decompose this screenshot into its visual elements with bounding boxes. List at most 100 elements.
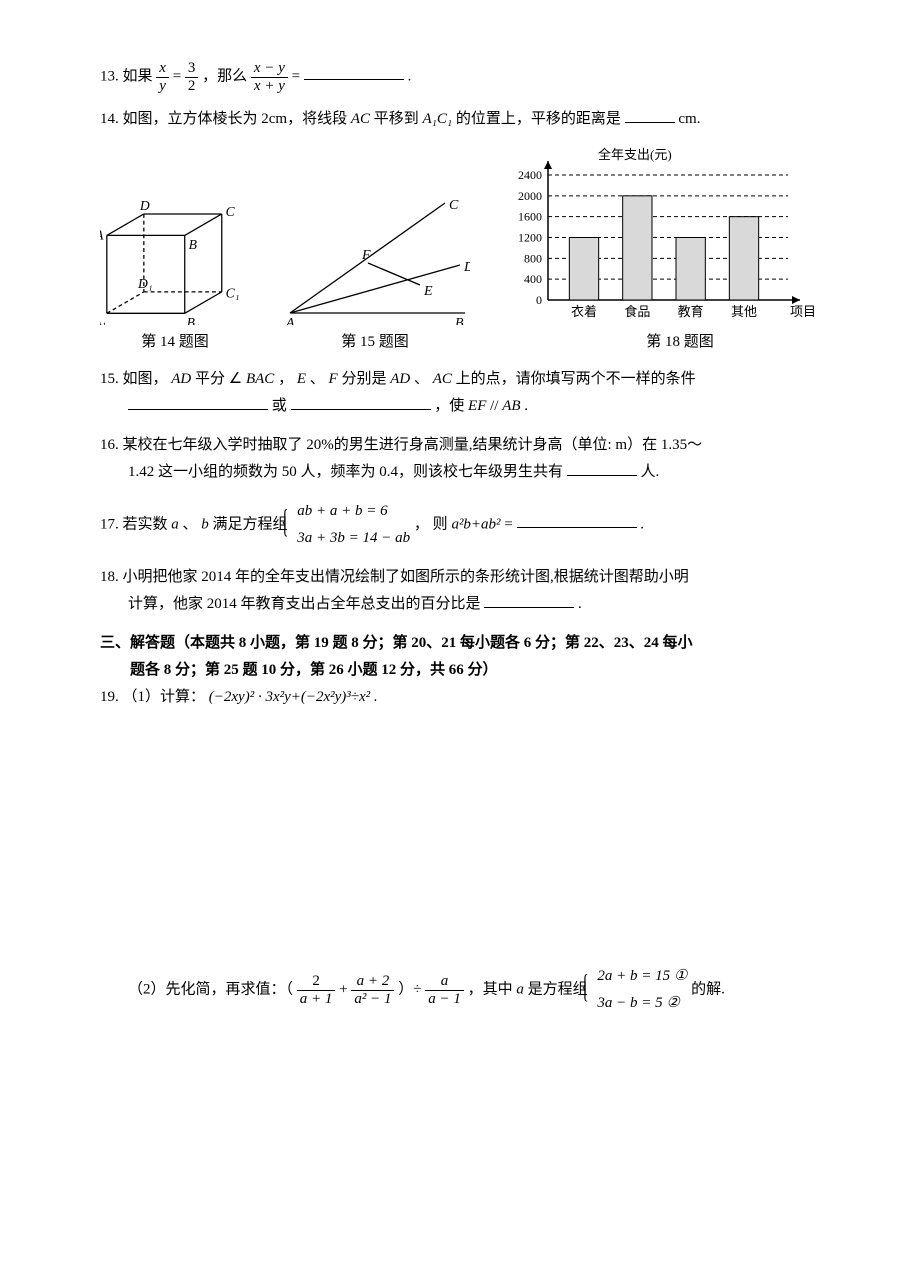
svg-text:A: A [100,227,104,242]
q17-t2: 满足方程组 [213,516,292,532]
q19-f3: a a − 1 [425,973,464,1007]
q19-system: 2a + b = 15 ① 3a − b = 5 ② [591,963,687,1017]
q16-t1: 某校在七年级入学时抽取了 20%的男生进行身高测量,结果统计身高（单位: m）在… [123,437,703,453]
q18-t1: 小明把他家 2014 年的全年支出情况绘制了如图所示的条形统计图,根据统计图帮助… [123,569,689,585]
svg-text:B₁: B₁ [187,315,200,325]
q16-num: 16. [100,437,123,453]
section3-head: 三、解答题（本题共 8 小题，第 19 题 8 分；第 20、21 每小题各 6… [100,630,840,684]
svg-text:400: 400 [524,272,542,286]
cube-figure: ABCDA₁B₁C₁D₁ [100,175,250,325]
svg-text:A₁: A₁ [100,313,106,325]
q15-t6: 、 [414,371,429,387]
svg-text:衣着: 衣着 [571,304,597,319]
q18-line2: 计算，他家 2014 年教育支出占全年总支出的百分比是 . [100,591,840,618]
q19-f1: 2 a + 1 [297,973,336,1007]
question-14: 14. 如图，立方体棱长为 2cm，将线段 AC 平移到 A₁C₁ 的位置上，平… [100,106,840,133]
q14-t2: 平移到 [374,111,423,127]
q15-par: // [490,398,502,414]
q13-frac2: 3 2 [185,60,199,94]
question-15: 15. 如图， AD 平分 ∠ BAC ， E 、 F 分别是 AD 、 AC … [100,366,840,420]
q17-t3: ， 则 [414,516,452,532]
q15-t4: 、 [310,371,325,387]
svg-text:1200: 1200 [518,231,542,245]
q15-blank2 [291,394,431,410]
section3-line2: 题各 8 分；第 25 题 10 分，第 26 小题 12 分，共 66 分） [100,662,498,678]
q15-blank1 [128,394,268,410]
q18-num: 18. [100,569,123,585]
q16-t2: 1.42 这一小组的频数为 50 人，频率为 0.4，则该校七年级男生共有 [128,464,563,480]
q13-blank [304,64,404,80]
q18-t2: 计算，他家 2014 年教育支出占全年总支出的百分比是 [128,596,481,612]
q19-plus: + [339,981,351,997]
figure-caption-row: 第 14 题图 第 15 题图 第 18 题图 [100,329,840,356]
svg-text:C₁: C₁ [226,286,240,301]
q19-sys-line2: 3a − b = 5 ② [597,990,687,1017]
svg-text:1600: 1600 [518,210,542,224]
q14-a1c1: A₁C₁ [423,111,453,127]
svg-text:C: C [449,198,459,213]
q15-bac: BAC [246,371,274,387]
q17-system: ab + a + b = 6 3a + 3b = 14 − ab [291,498,410,552]
q17-tail: . [640,516,644,532]
question-13: 13. 如果 x y = 3 2 ，那么 x − y x + y = . [100,60,840,94]
svg-text:食品: 食品 [624,304,650,319]
q17-blank [517,512,637,528]
q19-mid: ，其中 [468,981,517,997]
question-19: 19. （1）计算： (−2xy)² · 3x²y+(−2x²y)³÷x² . [100,684,840,711]
svg-text:2000: 2000 [518,189,542,203]
svg-text:B: B [189,237,198,252]
svg-text:0: 0 [536,293,542,307]
q15-ad: AD [171,371,191,387]
svg-text:项目: 项目 [790,304,816,319]
svg-text:800: 800 [524,251,542,265]
q17-expr: a²b+ab² [451,516,500,532]
angle-figure: ABCDEF [280,185,470,325]
q13-mid: ，那么 [202,68,251,84]
q15-t3: ， [278,371,293,387]
svg-text:2400: 2400 [518,168,542,182]
svg-text:D: D [463,260,470,275]
q15-ab: AB [502,398,520,414]
q15-line2: 或 ，使 EF // AB . [100,393,840,420]
svg-text:F: F [361,248,371,263]
figcap-14: 第 14 题图 [100,329,250,356]
figure-row: ABCDA₁B₁C₁D₁ ABCDEF 24002000160012008004… [100,145,840,325]
q14-unit: cm. [678,111,700,127]
q15-t7: 上的点，请你填写两个不一样的条件 [456,371,696,387]
q19-p2-label: （2）先化简，再求值：（ [128,981,293,997]
q14-t3: 的位置上，平移的距离是 [456,111,621,127]
svg-text:D: D [139,198,150,213]
section3-line1: 三、解答题（本题共 8 小题，第 19 题 8 分；第 20、21 每小题各 6… [100,635,693,651]
q15-or: 或 [272,398,287,414]
q15-t5: 分别是 [341,371,390,387]
q16-blank [567,460,637,476]
q13-tail: . [408,68,412,84]
svg-text:D₁: D₁ [137,276,153,291]
q19-f2: a + 2 a² − 1 [351,973,394,1007]
svg-text:教育: 教育 [678,304,704,319]
question-16: 16. 某校在七年级入学时抽取了 20%的男生进行身高测量,结果统计身高（单位:… [100,432,840,486]
workspace-gap [100,723,840,963]
q18-tail: . [578,596,582,612]
q15-ad2: AD [390,371,410,387]
q15-num: 15. [100,371,123,387]
q18-blank [484,592,574,608]
q14-t1: 如图，立方体棱长为 2cm，将线段 [123,111,351,127]
q15-t2: 平分 [195,371,225,387]
q17-a: a [171,516,179,532]
q19-num: 19. [100,689,119,705]
q17-b: b [201,516,209,532]
q19-p1-label: （1）计算： [123,689,206,705]
q19-rparen: ）÷ [398,981,425,997]
q13-num: 13. [100,68,123,84]
q13-frac3: x − y x + y [251,60,288,94]
q15-ef: EF [468,398,486,414]
q17-sep: 、 [183,516,198,532]
q19-avar: a [516,981,524,997]
q15-tail: . [524,398,528,414]
q15-ac2: AC [433,371,452,387]
q15-f: F [329,371,338,387]
q17-num: 17. [100,516,123,532]
q19-p1-expr: (−2xy)² · 3x²y+(−2x²y)³÷x² . [209,689,378,705]
svg-text:B: B [455,316,464,325]
